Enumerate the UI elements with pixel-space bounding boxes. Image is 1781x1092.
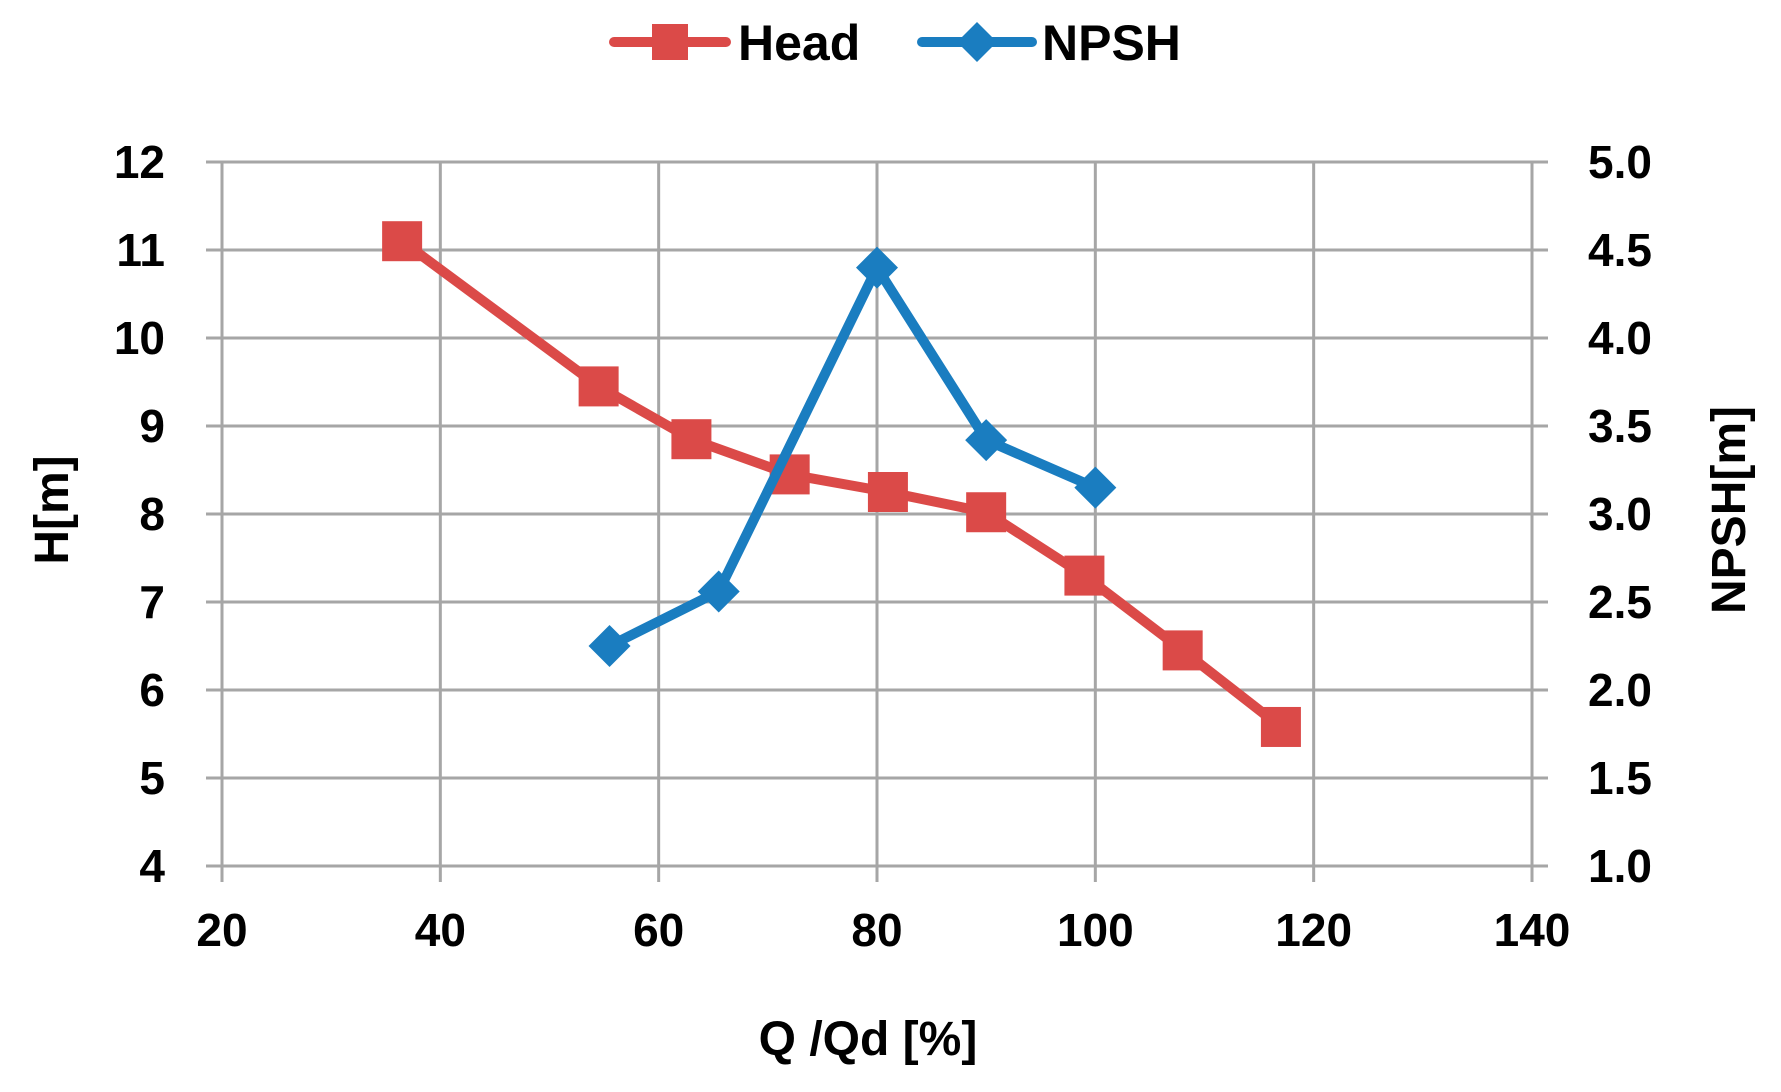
legend-npsh-marker <box>957 22 997 62</box>
data-point-npsh <box>588 625 631 667</box>
data-point-npsh <box>965 419 1008 462</box>
y-right-tick-label: 3.0 <box>1588 488 1652 540</box>
legend-item-head: Head <box>609 15 860 71</box>
data-point-head <box>1162 630 1203 671</box>
legend-npsh-label: NPSH <box>1042 15 1181 71</box>
y-right-tick-label: 4.5 <box>1588 224 1652 276</box>
x-tick-label: 120 <box>1275 904 1352 956</box>
plot-area <box>382 221 1301 747</box>
data-point-head <box>382 221 423 262</box>
y-right-tick-label: 2.5 <box>1588 576 1652 628</box>
data-point-head <box>867 472 908 512</box>
y-right-tick-label: 4.0 <box>1588 312 1652 364</box>
y-right-tick-label: 1.5 <box>1588 752 1652 804</box>
y-right-tick-label: 1.0 <box>1588 840 1652 892</box>
data-point-npsh <box>856 246 898 289</box>
data-point-npsh <box>697 570 740 613</box>
x-tick-label: 60 <box>633 904 684 956</box>
x-tick-label: 80 <box>851 904 902 956</box>
y-left-tick-label: 7 <box>139 576 165 628</box>
y-left-tick-label: 10 <box>114 312 165 364</box>
legend-head-marker <box>652 24 688 60</box>
y-right-tick-label: 2.0 <box>1588 664 1652 716</box>
y-left-tick-label: 9 <box>139 400 165 452</box>
x-tick-label: 20 <box>196 904 247 956</box>
data-point-head <box>966 492 1007 533</box>
y-left-tick-label: 4 <box>139 840 165 892</box>
series-line-head <box>397 236 1286 732</box>
y-left-tick-label: 8 <box>139 488 165 540</box>
data-point-head <box>671 419 712 460</box>
tick-labels: 4 1.0 5 1.5 6 2.0 7 2.5 8 3.0 9 3.5 10 4.0 11 4.5 12 5.0 2… <box>114 136 1652 956</box>
y-left-tick-label: 11 <box>116 224 165 276</box>
x-tick-label: 140 <box>1494 904 1571 956</box>
x-tick-label: 100 <box>1057 904 1134 956</box>
x-axis-title: Q /Qd [%] <box>759 1013 978 1066</box>
y-right-tick-label: 5.0 <box>1588 136 1652 188</box>
y-left-tick-label: 5 <box>139 752 165 804</box>
y-left-tick-label: 6 <box>139 664 165 716</box>
legend-item-npsh: NPSH <box>917 15 1181 71</box>
data-point-head <box>578 366 619 407</box>
data-point-npsh <box>1074 466 1117 509</box>
legend-head-label: Head <box>738 15 860 71</box>
y-left-tick-label: 12 <box>114 136 165 188</box>
y-right-axis-title: NPSH[m] <box>1703 406 1756 614</box>
y-left-axis-title: H[m] <box>26 455 79 564</box>
axes <box>206 160 1548 882</box>
data-point-head <box>1064 555 1105 596</box>
data-point-head <box>1260 706 1301 747</box>
y-right-tick-label: 3.5 <box>1588 400 1652 452</box>
grid <box>220 160 1534 868</box>
x-tick-label: 40 <box>415 904 466 956</box>
legend: Head NPSH <box>609 15 1181 71</box>
